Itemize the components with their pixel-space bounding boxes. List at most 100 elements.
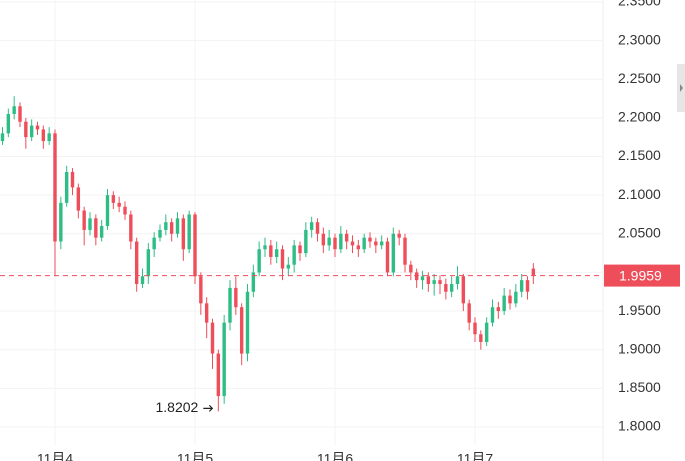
candle-body xyxy=(88,218,92,230)
candle-body xyxy=(379,241,384,246)
candle-body xyxy=(111,195,116,203)
y-tick-label: 2.1000 xyxy=(618,186,661,202)
candle-body xyxy=(490,307,495,323)
candle-body xyxy=(76,187,81,211)
candle-body xyxy=(449,284,454,292)
candle-body xyxy=(385,241,390,273)
candle-body xyxy=(181,218,186,250)
candle-body xyxy=(350,241,355,246)
candle-body xyxy=(473,322,477,335)
y-tick-label: 1.8500 xyxy=(618,379,661,395)
candle-body xyxy=(292,245,296,265)
candle-body xyxy=(414,272,419,281)
candle-body xyxy=(59,202,63,242)
candle-body xyxy=(175,218,180,234)
y-tick-label: 2.2500 xyxy=(618,70,661,86)
candle-body xyxy=(29,125,34,138)
candle-body xyxy=(245,291,250,354)
candle-body xyxy=(210,322,215,354)
candle-body xyxy=(479,334,483,342)
candle-body xyxy=(158,229,162,238)
candle-body xyxy=(519,280,524,292)
y-tick-label: 1.9000 xyxy=(618,340,661,356)
scroll-arrow xyxy=(680,84,683,92)
candle-body xyxy=(140,276,145,285)
candle-body xyxy=(368,237,372,242)
candle-body xyxy=(228,287,232,323)
candle-body xyxy=(467,303,471,323)
candle-body xyxy=(24,121,28,138)
last-price-box xyxy=(604,264,680,287)
candle-body xyxy=(327,237,331,246)
candle-body xyxy=(146,249,151,277)
x-tick-label: 11月4 xyxy=(37,451,74,461)
candle-body xyxy=(257,249,261,273)
y-tick-label: 2.3000 xyxy=(618,31,661,47)
candle-body xyxy=(263,245,267,250)
candle-body xyxy=(286,264,291,269)
candle-body xyxy=(94,218,98,238)
candle-body xyxy=(123,206,127,215)
candle-body xyxy=(169,222,174,234)
y-tick-label: 2.0500 xyxy=(618,224,661,240)
candle-body xyxy=(525,280,530,292)
candle-body xyxy=(204,303,209,323)
candle-body xyxy=(269,245,273,257)
y-tick-label: 1.8000 xyxy=(618,418,661,434)
candle-body xyxy=(298,245,302,254)
y-tick-label: 2.1500 xyxy=(618,147,661,163)
candle-body xyxy=(152,237,156,250)
candle-body xyxy=(47,133,51,142)
candle-body xyxy=(82,210,86,230)
candle-body xyxy=(397,233,401,238)
candle-body xyxy=(129,214,133,242)
candle-body xyxy=(193,214,197,277)
x-tick-label: 11月6 xyxy=(317,451,354,461)
candle-body xyxy=(18,106,22,122)
candle-body xyxy=(508,295,512,304)
candle-body xyxy=(461,276,466,304)
candle-body xyxy=(309,222,314,230)
candle-body xyxy=(53,133,57,242)
candle-body xyxy=(280,249,285,269)
low-annotation: 1.8202 xyxy=(156,399,199,415)
candle-body xyxy=(274,249,279,257)
last-price-label: 1.9959 xyxy=(619,267,662,283)
candle-body xyxy=(484,322,489,342)
candle-body xyxy=(356,245,361,250)
candle-body xyxy=(12,106,16,114)
candle-body xyxy=(339,233,343,250)
candle-body xyxy=(409,264,413,273)
candle-body xyxy=(496,307,501,312)
candle-body xyxy=(222,322,226,397)
candle-body xyxy=(134,241,139,285)
candle-body xyxy=(216,353,221,397)
candle-body xyxy=(426,276,431,285)
y-tick-label: 2.2000 xyxy=(618,109,661,125)
candle-body xyxy=(455,276,460,285)
candle-body xyxy=(199,276,203,304)
candle-body xyxy=(432,280,436,285)
candle-body xyxy=(403,237,407,265)
candle-body xyxy=(502,295,506,312)
candle-body xyxy=(321,233,326,246)
candle-body xyxy=(187,214,191,250)
candle-body xyxy=(41,129,46,142)
candle-body xyxy=(0,133,5,142)
candle-body xyxy=(420,276,425,281)
y-tick-label: 1.9500 xyxy=(618,302,661,318)
candle-body xyxy=(344,233,349,242)
x-tick-label: 11月7 xyxy=(457,451,494,461)
candle-body xyxy=(438,280,442,285)
candle-body xyxy=(164,222,168,230)
candle-body xyxy=(391,233,396,273)
candle-body xyxy=(362,237,366,250)
candle-body xyxy=(99,226,104,238)
candle-body xyxy=(70,171,75,188)
y-tick-label: 2.3500 xyxy=(618,0,661,9)
candle-body xyxy=(239,307,244,354)
candle-body xyxy=(514,291,518,304)
candle-body xyxy=(333,237,337,250)
